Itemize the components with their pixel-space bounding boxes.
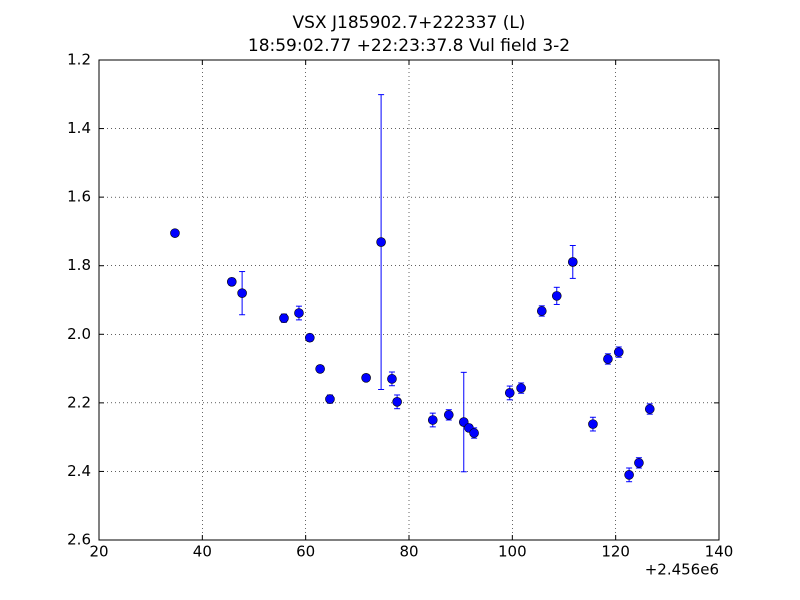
point — [469, 428, 479, 438]
point — [226, 277, 237, 287]
point — [551, 291, 562, 301]
point — [516, 383, 526, 393]
point — [304, 332, 315, 343]
chart-subtitle: 18:59:02.77 +22:23:37.8 Vul field 3-2 — [248, 36, 570, 56]
point — [170, 228, 180, 238]
point — [315, 364, 325, 374]
x-tick-label: 100 — [498, 543, 527, 561]
point — [634, 458, 644, 468]
x-tick-label: 140 — [705, 543, 734, 561]
point — [325, 394, 335, 404]
plot-frame — [98, 59, 720, 541]
point — [392, 397, 402, 407]
x-tick-label: 20 — [89, 543, 108, 561]
y-tick-label: 2.4 — [67, 462, 91, 480]
x-tick-label: 40 — [193, 543, 212, 561]
chart-title: VSX J185902.7+222337 (L) — [293, 13, 526, 33]
y-tick-label: 1.8 — [67, 256, 91, 274]
y-tick-label: 2.6 — [67, 531, 91, 549]
point — [387, 374, 397, 384]
y-tick-label: 2.2 — [67, 393, 91, 411]
point — [427, 415, 438, 425]
y-tick-label: 1.4 — [67, 119, 91, 137]
x-tick-label: 60 — [296, 543, 315, 561]
y-tick-label: 1.6 — [67, 188, 91, 206]
point — [361, 373, 371, 383]
point — [237, 288, 247, 298]
point — [536, 306, 547, 316]
x-tick-label: 80 — [399, 543, 418, 561]
point — [624, 470, 634, 480]
point — [613, 347, 624, 357]
y-tick-label: 2.0 — [67, 325, 91, 343]
point — [588, 419, 598, 429]
x-tick-label: 120 — [601, 543, 630, 561]
point — [644, 404, 655, 414]
x-offset-label: +2.456e6 — [645, 561, 719, 579]
point — [504, 388, 515, 398]
point — [603, 354, 613, 364]
y-tick-label: 1.2 — [67, 51, 91, 69]
point — [567, 257, 578, 267]
point — [279, 313, 289, 323]
point — [294, 308, 304, 318]
point — [376, 237, 386, 247]
point — [443, 410, 454, 420]
